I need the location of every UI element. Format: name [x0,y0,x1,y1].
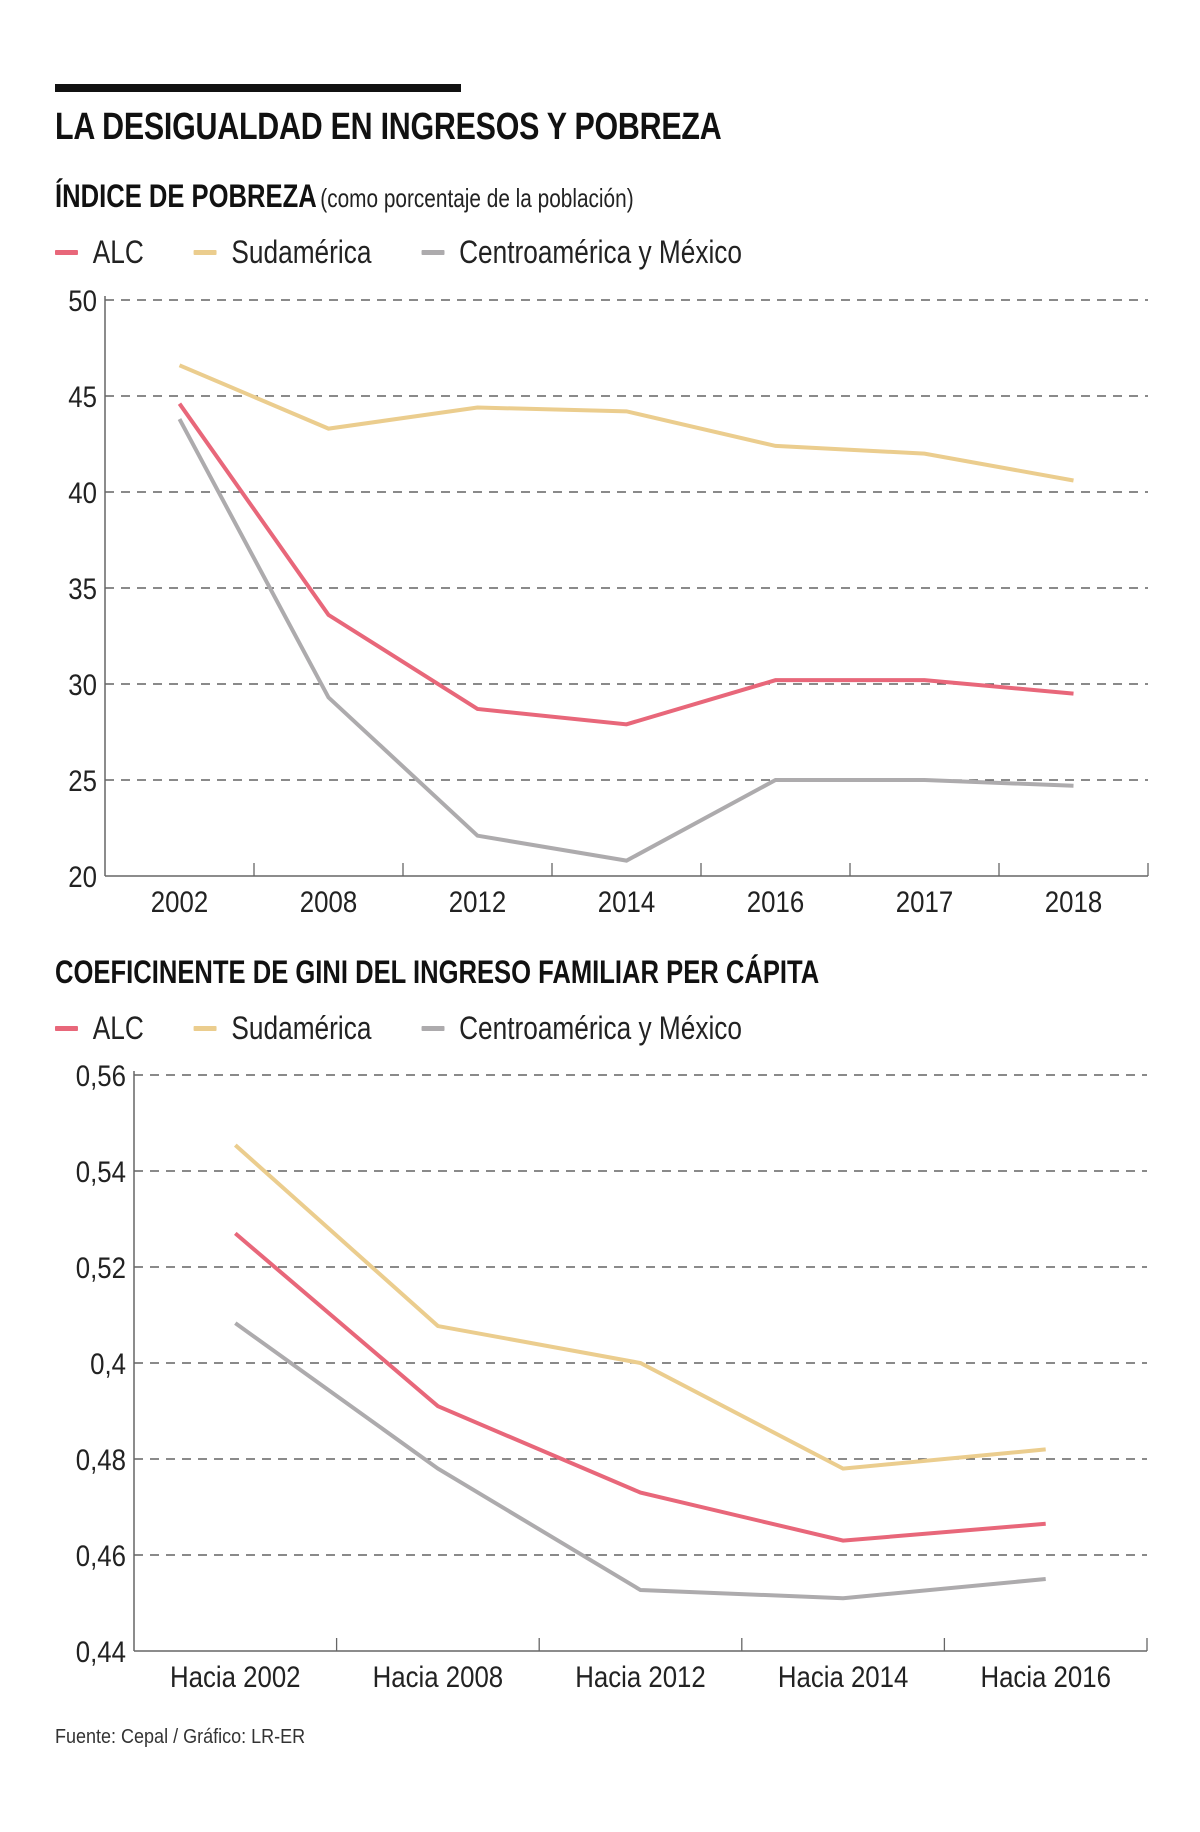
page-title: LA DESIGUALDAD EN INGRESOS Y POBREZA [55,106,722,148]
legend-label-centroamerica: Centroamérica y México [459,1010,742,1046]
chart1-title: ÍNDICE DE POBREZA (como porcentaje de la… [55,178,634,215]
x-tick-label: 2008 [300,885,357,918]
title-accent-bar [55,84,461,92]
legend-swatch-sudamerica [193,250,217,255]
source-note: Fuente: Cepal / Gráfico: LR-ER [55,1726,306,1748]
chart2-title: COEFICINENTE DE GINI DEL INGRESO FAMILIA… [55,954,819,991]
x-tick-label: Hacia 2008 [373,1660,503,1693]
y-tick-label: 45 [68,380,97,413]
y-tick-label: 0,46 [76,1539,126,1572]
x-tick-label: Hacia 2014 [778,1660,908,1693]
legend-swatch-sudamerica [193,1026,217,1031]
chart2-title-text: COEFICINENTE DE GINI DEL INGRESO FAMILIA… [55,954,820,990]
y-tick-label: 35 [68,572,97,605]
legend-item-centroamerica: Centroamérica y México [421,1010,742,1047]
legend-item-alc: ALC [55,1010,144,1047]
legend-label-alc: ALC [92,1010,144,1046]
legend-label-sudamerica: Sudamérica [231,1010,372,1046]
x-tick-label: Hacia 2002 [170,1660,300,1693]
y-tick-label: 0,52 [76,1251,126,1284]
chart1-legend: ALC Sudamérica Centroamérica y México [55,226,785,271]
legend-item-sudamerica: Sudamérica [193,234,372,271]
x-tick-label: 2017 [896,885,953,918]
legend-label-alc: ALC [92,234,144,270]
x-tick-label: 2016 [747,885,804,918]
series-line-alc [234,1231,1046,1543]
legend-item-alc: ALC [55,234,144,271]
x-tick-label: 2014 [598,885,655,918]
legend-label-centroamerica: Centroamérica y México [459,234,742,270]
y-tick-label: 30 [68,668,97,701]
poverty-chart: 50 45 40 35 30 25 20 2002 2008 2012 2014 2016 2017 20… [68,284,1149,918]
legend-swatch-alc [55,1026,78,1031]
chart2-legend: ALC Sudamérica Centroamérica y México [55,1002,785,1047]
x-tick-label: 2002 [151,885,208,918]
legend-item-centroamerica: Centroamérica y México [421,234,742,271]
y-tick-label: 0,56 [76,1059,126,1092]
chart1-title-text: ÍNDICE DE POBREZA [55,178,317,214]
y-tick-label: 20 [68,860,97,893]
legend-item-sudamerica: Sudamérica [193,1010,372,1047]
y-tick-label: 50 [68,284,97,317]
legend-label-sudamerica: Sudamérica [231,234,372,270]
y-tick-label: 0,44 [76,1635,126,1668]
legend-swatch-centroamerica [421,250,445,255]
x-tick-label: Hacia 2016 [980,1660,1110,1693]
y-tick-label: 25 [68,764,97,797]
series-line-sudamerica [233,1143,1046,1471]
y-tick-label: 0,48 [76,1443,126,1476]
x-tick-label: Hacia 2012 [575,1660,705,1693]
legend-swatch-alc [55,250,78,255]
y-tick-label: 0,54 [76,1155,126,1188]
y-tick-label: 0,4 [90,1347,126,1380]
y-tick-label: 40 [68,476,97,509]
legend-swatch-centroamerica [421,1026,445,1031]
chart1-subtitle: (como porcentaje de la población) [320,183,634,213]
x-tick-label: 2018 [1045,885,1102,918]
x-tick-label: 2012 [449,885,506,918]
